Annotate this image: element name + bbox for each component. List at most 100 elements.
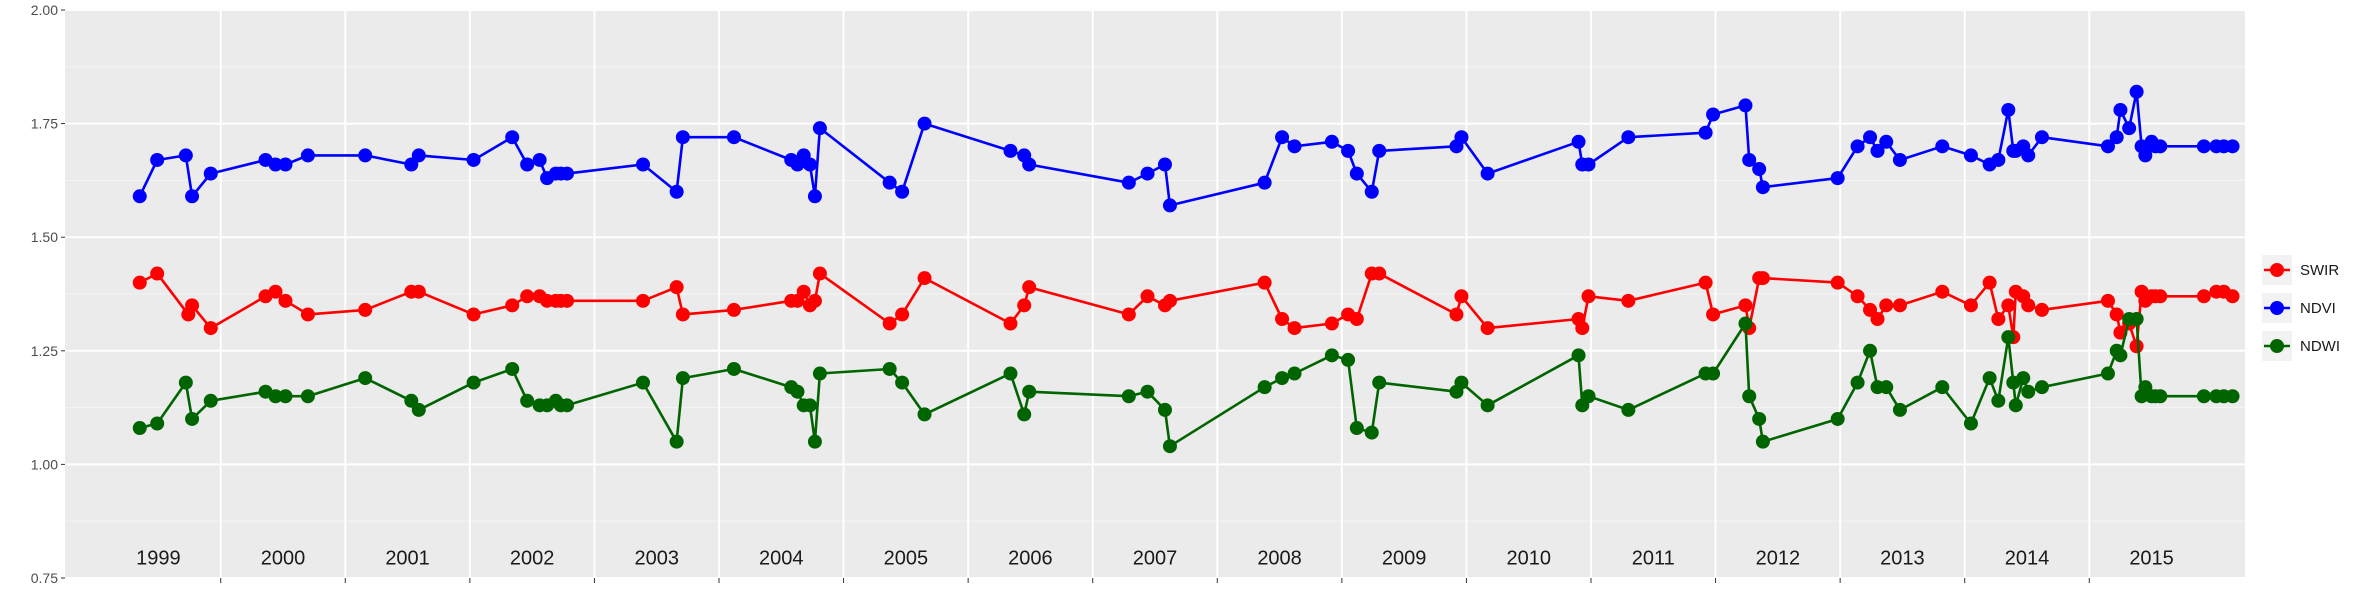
data-point-ndvi xyxy=(1324,134,1339,149)
data-point-swir xyxy=(2100,293,2115,308)
data-point-ndwi xyxy=(2113,348,2128,363)
data-point-ndvi xyxy=(268,157,283,172)
data-point-ndvi xyxy=(358,148,373,163)
data-point-swir xyxy=(1324,316,1339,331)
data-point-ndwi xyxy=(895,375,910,390)
legend-label-swir: SWIR xyxy=(2300,262,2339,279)
data-point-swir xyxy=(882,316,897,331)
y-tick-label: 1.25 xyxy=(31,343,58,359)
data-point-ndwi xyxy=(1571,348,1586,363)
data-point-ndwi xyxy=(1850,375,1865,390)
data-point-swir xyxy=(203,321,218,336)
data-point-ndwi xyxy=(917,407,932,422)
data-point-swir xyxy=(1879,298,1894,313)
data-point-ndvi xyxy=(132,189,147,204)
data-point-ndvi xyxy=(2001,102,2016,117)
data-point-ndwi xyxy=(1349,421,1364,436)
data-point-swir xyxy=(1257,275,1272,290)
data-point-ndwi xyxy=(2129,311,2144,326)
data-point-swir xyxy=(300,307,315,322)
data-point-ndvi xyxy=(1830,171,1845,186)
data-point-ndvi xyxy=(2196,139,2211,154)
data-point-ndwi xyxy=(1982,371,1997,386)
data-point-ndwi xyxy=(2001,330,2016,345)
data-point-swir xyxy=(1575,321,1590,336)
data-point-ndwi xyxy=(1121,389,1136,404)
data-point-swir xyxy=(1850,289,1865,304)
year-label: 2007 xyxy=(1133,547,1178,569)
legend-label-ndvi: NDVI xyxy=(2300,300,2336,317)
data-point-ndvi xyxy=(2153,139,2168,154)
data-point-ndwi xyxy=(1372,375,1387,390)
year-label: 2012 xyxy=(1756,547,1801,569)
data-point-ndvi xyxy=(1742,152,1757,167)
data-point-ndvi xyxy=(1257,175,1272,190)
data-point-swir xyxy=(1698,275,1713,290)
data-point-ndwi xyxy=(669,434,684,449)
data-point-swir xyxy=(1621,293,1636,308)
data-point-ndwi xyxy=(1935,380,1950,395)
data-point-ndvi xyxy=(895,184,910,199)
data-point-swir xyxy=(1022,280,1037,295)
data-point-swir xyxy=(1935,284,1950,299)
data-point-swir xyxy=(1830,275,1845,290)
data-point-ndwi xyxy=(1341,352,1356,367)
year-label: 2002 xyxy=(510,547,555,569)
data-point-swir xyxy=(1870,311,1885,326)
data-point-swir xyxy=(2153,289,2168,304)
data-point-ndvi xyxy=(636,157,651,172)
data-point-ndvi xyxy=(1698,125,1713,140)
data-point-ndwi xyxy=(2008,398,2023,413)
data-point-ndvi xyxy=(807,189,822,204)
data-point-ndwi xyxy=(1755,434,1770,449)
data-point-ndvi xyxy=(2021,148,2036,163)
data-point-ndvi xyxy=(1991,152,2006,167)
data-point-ndwi xyxy=(1581,389,1596,404)
data-point-ndvi xyxy=(150,152,165,167)
data-point-ndwi xyxy=(1275,371,1290,386)
data-point-swir xyxy=(917,271,932,286)
year-label: 2004 xyxy=(759,547,804,569)
data-point-ndvi xyxy=(1963,148,1978,163)
data-point-ndvi xyxy=(1372,143,1387,158)
data-point-swir xyxy=(2225,289,2240,304)
data-point-ndwi xyxy=(1752,411,1767,426)
data-point-ndvi xyxy=(1341,143,1356,158)
data-point-ndvi xyxy=(1755,180,1770,195)
data-point-ndwi xyxy=(1738,316,1753,331)
data-point-ndvi xyxy=(2138,148,2153,163)
data-point-ndvi xyxy=(1752,162,1767,177)
data-point-ndvi xyxy=(1879,134,1894,149)
data-point-ndwi xyxy=(278,389,293,404)
data-point-ndwi xyxy=(2016,371,2031,386)
data-point-swir xyxy=(675,307,690,322)
data-point-ndvi xyxy=(802,157,817,172)
data-point-ndvi xyxy=(278,157,293,172)
data-point-ndvi xyxy=(1140,166,1155,181)
data-point-ndwi xyxy=(1017,407,1032,422)
year-label: 2013 xyxy=(1880,547,1925,569)
data-point-ndvi xyxy=(178,148,193,163)
data-point-ndwi xyxy=(790,384,805,399)
year-label: 2000 xyxy=(261,547,306,569)
data-point-ndwi xyxy=(1162,439,1177,454)
year-label: 2003 xyxy=(634,547,679,569)
data-point-swir xyxy=(807,293,822,308)
data-point-ndvi xyxy=(2129,84,2144,99)
data-point-ndvi xyxy=(917,116,932,131)
data-point-ndvi xyxy=(1738,98,1753,113)
y-tick-label: 2.00 xyxy=(31,2,58,18)
data-point-swir xyxy=(1287,321,1302,336)
data-point-ndwi xyxy=(1364,425,1379,440)
data-point-ndvi xyxy=(1022,157,1037,172)
data-point-ndvi xyxy=(1162,198,1177,213)
data-point-ndvi xyxy=(1850,139,1865,154)
data-point-ndvi xyxy=(300,148,315,163)
data-point-swir xyxy=(1706,307,1721,322)
data-point-ndwi xyxy=(505,361,520,376)
data-point-ndwi xyxy=(2100,366,2115,381)
data-point-ndwi xyxy=(1140,384,1155,399)
data-point-ndwi xyxy=(203,393,218,408)
data-point-ndwi xyxy=(132,421,147,436)
data-point-ndwi xyxy=(2153,389,2168,404)
